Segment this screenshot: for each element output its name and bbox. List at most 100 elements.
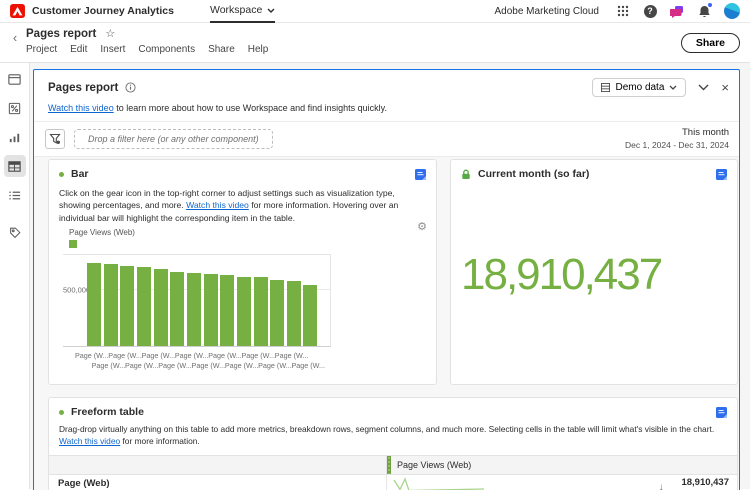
note-icon[interactable] [415, 168, 426, 180]
column-header-label: Page Views (Web) [397, 459, 472, 470]
column-header-row: Page Views (Web) [49, 455, 737, 475]
adobe-logo-icon[interactable] [10, 4, 25, 18]
x-axis-label: Page (W... [174, 351, 209, 361]
app-grid-icon[interactable] [616, 4, 630, 18]
legend-label: Page Views (Web) [69, 228, 135, 238]
column-drag-handle[interactable] [387, 455, 391, 474]
menu-item-share[interactable]: Share [208, 44, 235, 55]
visualizations-icon[interactable] [4, 126, 26, 148]
workspace-canvas: Pages report Demo data × [30, 63, 750, 490]
filter-icon [49, 133, 61, 144]
menu-item-insert[interactable]: Insert [100, 44, 126, 55]
table-subheader-row: Page (Web) Page: 1 / 1 Rows: 50 1-50 of … [49, 474, 737, 490]
bar-card-description: Click on the gear icon in the top-right … [49, 180, 436, 224]
bar[interactable] [270, 280, 285, 347]
filter-dropzone[interactable]: Drop a filter here (or any other compone… [74, 129, 273, 149]
bar[interactable] [170, 272, 185, 347]
x-axis-label: Page (W... [75, 351, 109, 361]
bar-plot: 500,000 [63, 254, 331, 348]
x-axis-label: Page (W... [224, 361, 259, 371]
empty-header-cell [49, 456, 386, 474]
x-axis-label: Page (W... [258, 361, 292, 371]
collapse-chevron-icon[interactable] [698, 84, 709, 91]
x-axis-label: Page (W... [274, 351, 309, 361]
workspace-tab[interactable]: Workspace [210, 0, 276, 23]
project-header: ‹ Pages report ☆ Project Edit Insert Com… [0, 23, 750, 63]
total-value: 18,910,437 [681, 476, 729, 488]
desc-text: Click on the gear icon in the top-right … [59, 188, 395, 211]
bar[interactable] [186, 272, 201, 347]
bar[interactable] [87, 262, 101, 347]
bar-card-title: Bar [71, 168, 89, 180]
note-icon[interactable] [716, 168, 727, 180]
share-button[interactable]: Share [680, 32, 740, 53]
help-icon[interactable]: ? [643, 4, 657, 18]
components-list-icon[interactable] [4, 184, 26, 206]
avatar[interactable] [724, 3, 740, 19]
dataset-dropdown[interactable]: Demo data [592, 78, 687, 97]
notification-badge [707, 2, 713, 8]
desc-text: for more information. [120, 435, 200, 446]
watch-video-link[interactable]: Watch this video [59, 435, 121, 446]
menu-item-components[interactable]: Components [138, 44, 196, 55]
panel-title: Pages report [48, 81, 119, 94]
bar[interactable] [120, 266, 135, 347]
chevron-down-icon [669, 85, 677, 90]
month-card-title: Current month (so far) [478, 168, 590, 180]
page-title: Pages report [26, 28, 97, 40]
filter-button[interactable] [45, 129, 65, 149]
dimension-header[interactable]: Page (Web) [58, 477, 110, 489]
date-range-selector[interactable]: This month Dec 1, 2024 - Dec 31, 2024 [625, 127, 729, 150]
bar-chart: Page Views (Web) 500,000 Page (W... Page … [49, 226, 436, 376]
panel-intro: Watch this video to learn more about how… [34, 97, 739, 122]
viz-color-dot [59, 409, 64, 415]
chart-legend: Page Views (Web) [69, 228, 135, 249]
menu-item-help[interactable]: Help [247, 44, 269, 55]
marketing-cloud-label: Adobe Marketing Cloud [494, 5, 599, 17]
bar[interactable] [303, 284, 318, 347]
help-glyph: ? [643, 4, 657, 18]
bar[interactable] [286, 280, 301, 347]
table-card-title: Freeform table [71, 406, 144, 418]
panels-icon[interactable] [4, 68, 26, 90]
menu-item-edit[interactable]: Edit [70, 44, 88, 55]
bell-icon[interactable] [697, 2, 713, 18]
watch-video-link[interactable]: Watch this video [48, 103, 114, 113]
report-panel: Pages report Demo data × [33, 69, 740, 490]
dataset-label: Demo data [615, 82, 665, 93]
watch-video-link[interactable]: Watch this video [186, 200, 249, 211]
community-icon[interactable] [670, 4, 684, 18]
bar[interactable] [136, 266, 151, 347]
bar[interactable] [103, 263, 118, 347]
freeform-table-rail-icon[interactable] [3, 155, 26, 177]
x-axis-label: Page (W... [241, 351, 276, 361]
freeform-table: Page Views (Web) Page (Web) Page: 1 / 1 … [49, 454, 737, 490]
menu-item-project[interactable]: Project [26, 44, 58, 55]
bar[interactable] [203, 274, 218, 347]
left-rail [0, 63, 30, 489]
back-button[interactable]: ‹ [12, 30, 18, 45]
bar[interactable] [253, 277, 268, 347]
x-axis-label: Page (W... [191, 361, 226, 371]
gear-icon[interactable]: ⚙ [417, 221, 427, 233]
bar[interactable] [153, 269, 168, 347]
sparkline [393, 476, 485, 490]
dataset-icon [601, 83, 611, 92]
favorite-star-icon[interactable]: ☆ [105, 27, 116, 40]
menubar: Project Edit Insert Components Share Hel… [26, 44, 268, 55]
close-icon[interactable]: × [721, 80, 729, 95]
metric-column-header[interactable]: Page Views (Web) [386, 455, 737, 474]
panel-body: Bar Click on the gear icon in the top-ri… [34, 157, 739, 490]
bar[interactable] [236, 277, 251, 347]
tag-icon[interactable] [4, 222, 26, 244]
note-icon[interactable] [716, 406, 727, 418]
sort-desc-icon[interactable]: ↓ [658, 482, 664, 490]
info-icon[interactable] [125, 82, 136, 93]
legend-swatch [69, 240, 77, 249]
brand-title: Customer Journey Analytics [32, 5, 174, 17]
x-axis-label: Page (W... [291, 361, 325, 371]
quick-insights-icon[interactable] [4, 97, 26, 119]
bar[interactable] [220, 275, 235, 347]
x-axis-label: Page (W... [91, 361, 126, 371]
